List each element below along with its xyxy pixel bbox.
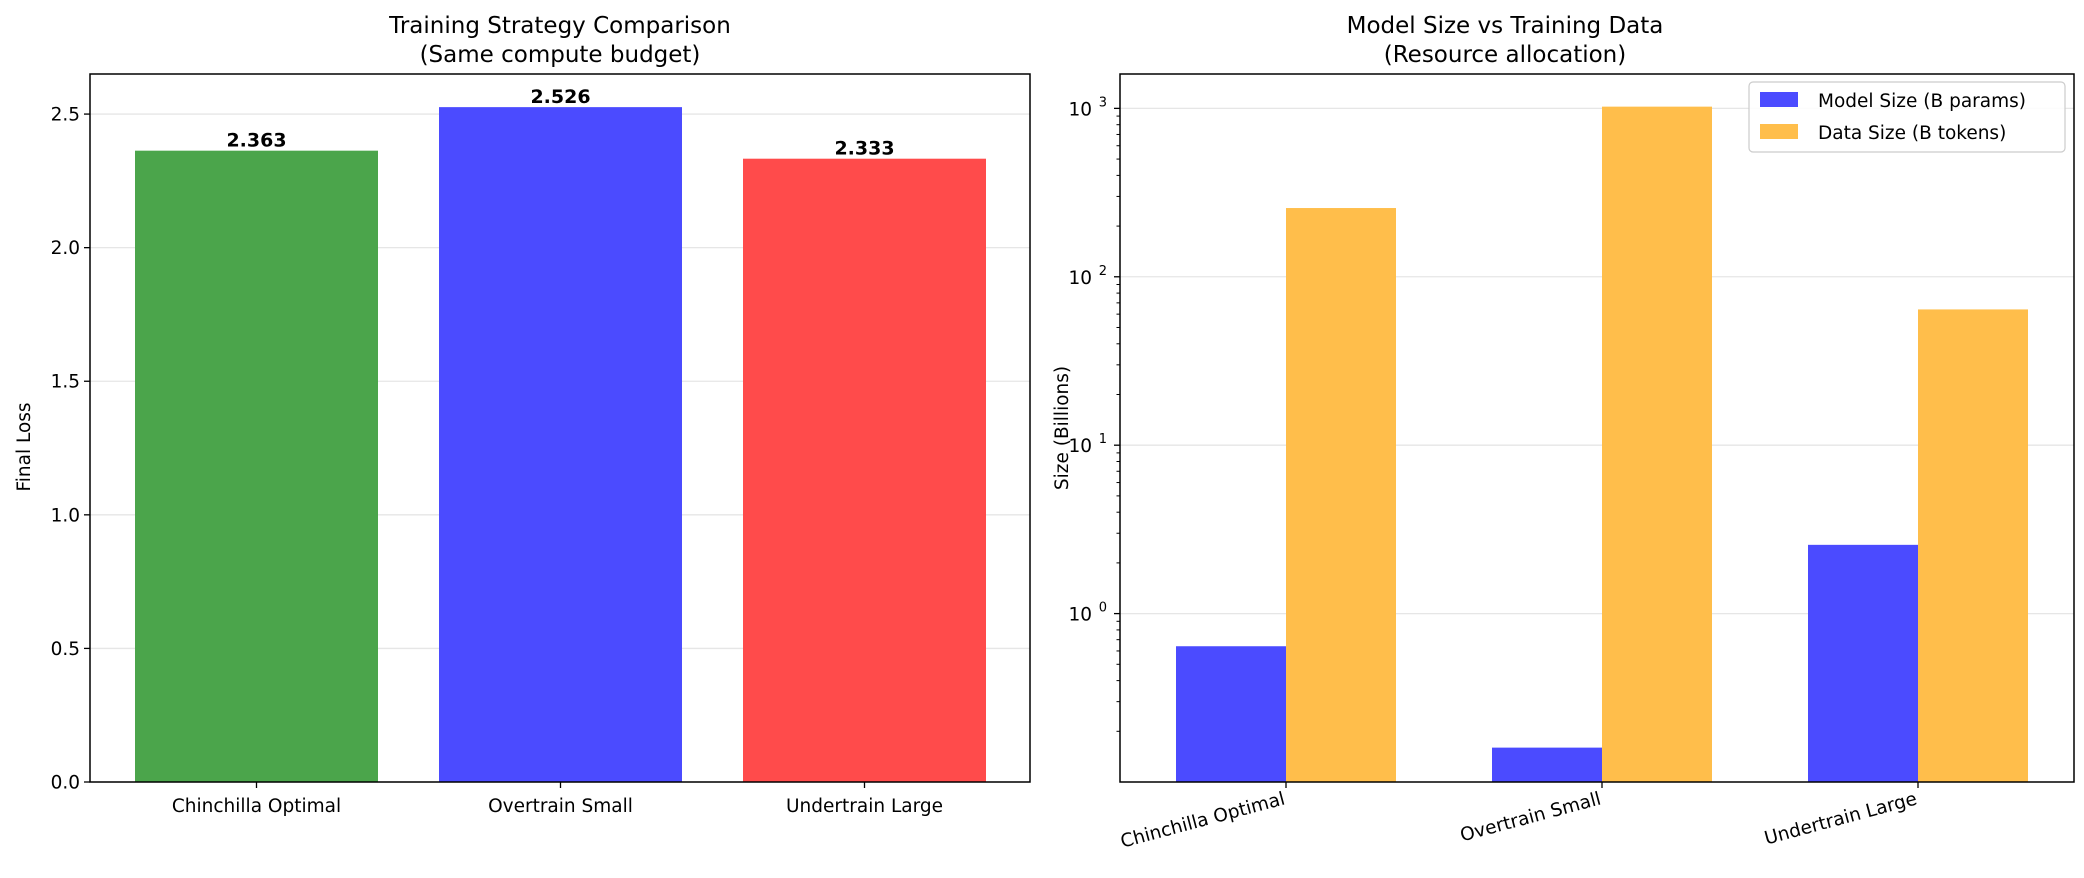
bar-chinchilla-optimal [135,150,378,782]
chart1-ylabel: Final Loss [14,402,35,491]
chart1-ytick-label: 1.0 [51,505,80,526]
chart2-title: Model Size vs Training Data [1347,13,1664,39]
chart2-xtick-label: Chinchilla Optimal [1118,789,1287,853]
chart1-xtick-label: Chinchilla Optimal [172,796,341,817]
chart1-frame [89,73,1031,783]
chart1-bars [135,107,986,783]
chart2-x-ticks: Chinchilla Optimal Overtrain Small Undertr… [1118,782,1919,853]
legend-swatch-data-size [1760,124,1798,139]
legend-swatch-model-size [1760,92,1798,107]
bar-overtrain-small [439,107,682,783]
chart2-legend: Model Size (B params) Data Size (B token… [1748,81,2066,153]
legend-label-model-size: Model Size (B params) [1818,91,2026,112]
value-label-undertrain-large: 2.333 [834,138,894,160]
bar-chinchilla-optimal-data-size-b-tokens [1286,208,1396,783]
bar-overtrain-small-model-size-b-params [1492,747,1602,782]
chart2-xtick-label: Overtrain Small [1458,789,1603,847]
chart2-subtitle: (Resource allocation) [1384,42,1626,68]
chart1-ytick-label: 2.0 [51,238,80,259]
bar-undertrain-large [743,158,986,783]
bar-overtrain-small-data-size-b-tokens [1602,106,1712,782]
chart2-xtick-label: Undertrain Large [1762,789,1919,850]
chart2-y-ticks: 10 0 10 1 10 2 10 3 [1068,95,1120,732]
bar-chinchilla-optimal-model-size-b-params [1176,646,1286,782]
chart2-frame [1119,73,2075,783]
chart1-ytick-label: 0.5 [51,639,80,660]
chart1-x-ticks: Chinchilla Optimal Overtrain Small Undertr… [172,782,943,817]
chart2-ytick-label: 10 [1068,99,1092,120]
chart2-ytick-exponent: 3 [1099,95,1107,110]
value-label-overtrain-small: 2.526 [530,86,590,108]
training-strategy-chart: Training Strategy Comparison (Same compu… [14,13,1031,817]
bar-undertrain-large-model-size-b-params [1808,544,1918,782]
chart2-ytick-exponent: 0 [1099,601,1107,616]
chart1-subtitle: (Same compute budget) [420,42,701,68]
chart1-value-labels: 2.363 2.526 2.333 [226,86,894,160]
chart2-ytick-exponent: 1 [1099,432,1107,447]
chart1-xtick-label: Undertrain Large [786,796,943,817]
chart1-ytick-label: 0.0 [51,773,80,794]
legend-label-data-size: Data Size (B tokens) [1818,123,2006,144]
chart1-title: Training Strategy Comparison [388,13,731,39]
chart2-ytick-label: 10 [1068,436,1092,457]
chart1-ytick-label: 2.5 [51,105,80,126]
chart1-y-ticks: 0.0 0.5 1.0 1.5 2.0 2.5 [51,105,90,794]
bar-undertrain-large-data-size-b-tokens [1918,309,2028,782]
chart1-xtick-label: Overtrain Small [488,796,633,817]
value-label-chinchilla-optimal: 2.363 [226,130,286,152]
chart2-ylabel: Size (Billions) [1052,366,1073,490]
model-vs-data-chart: Model Size vs Training Data (Resource al… [1052,13,2075,853]
chart1-ytick-label: 1.5 [51,372,80,393]
chart2-ytick-exponent: 2 [1099,264,1107,279]
chart2-bars [1176,106,2028,783]
chart2-ytick-label: 10 [1068,605,1092,626]
chart2-ytick-label: 10 [1068,268,1092,289]
legend-box [1748,81,2066,153]
